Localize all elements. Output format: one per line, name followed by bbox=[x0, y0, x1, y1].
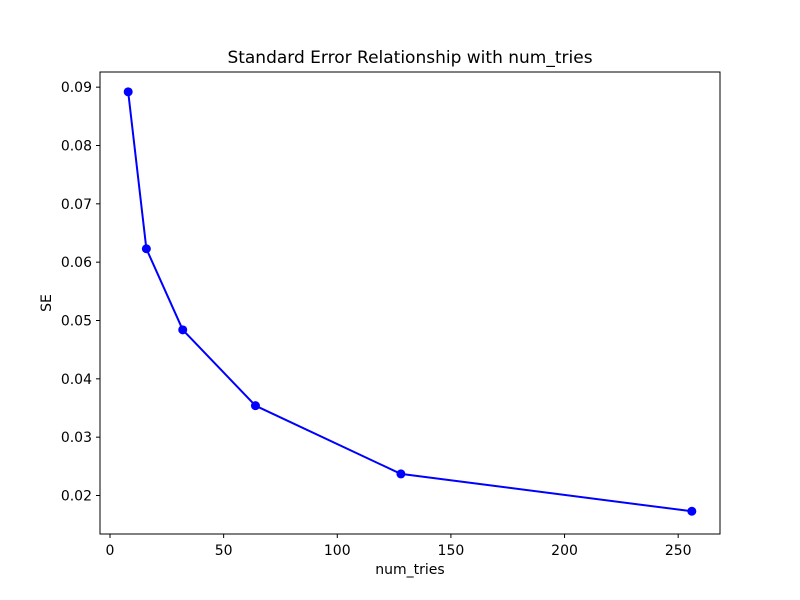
y-axis-label: SE bbox=[39, 294, 55, 312]
data-point bbox=[396, 469, 406, 479]
plot-border bbox=[99, 71, 721, 535]
x-tick-label: 150 bbox=[438, 543, 465, 559]
y-tick-label: 0.09 bbox=[61, 80, 92, 96]
y-tick-label: 0.08 bbox=[61, 139, 92, 155]
data-line bbox=[127, 90, 693, 513]
y-tick-label: 0.02 bbox=[61, 489, 92, 505]
x-tick-label: 100 bbox=[324, 543, 351, 559]
data-point bbox=[123, 87, 133, 97]
y-tick-label: 0.04 bbox=[61, 372, 92, 388]
y-tick-label: 0.03 bbox=[61, 430, 92, 446]
data-point bbox=[687, 506, 697, 516]
y-tick-label: 0.05 bbox=[61, 314, 92, 330]
y-tick-label: 0.06 bbox=[61, 255, 92, 271]
data-point bbox=[178, 325, 188, 335]
x-tick-label: 0 bbox=[106, 543, 115, 559]
x-tick-label: 200 bbox=[551, 543, 578, 559]
y-tick-label: 0.07 bbox=[61, 197, 92, 213]
data-point bbox=[250, 401, 260, 411]
data-point bbox=[141, 244, 151, 254]
chart-title: Standard Error Relationship with num_tri… bbox=[227, 48, 592, 68]
x-tick-label: 50 bbox=[215, 543, 233, 559]
x-axis-label: num_tries bbox=[375, 562, 444, 578]
plot-area: 0 50 100 150 200 250 0.02 0.03 0.04 0.05 0.06 0.07 0… bbox=[61, 71, 721, 559]
x-tick-label: 250 bbox=[665, 543, 692, 559]
